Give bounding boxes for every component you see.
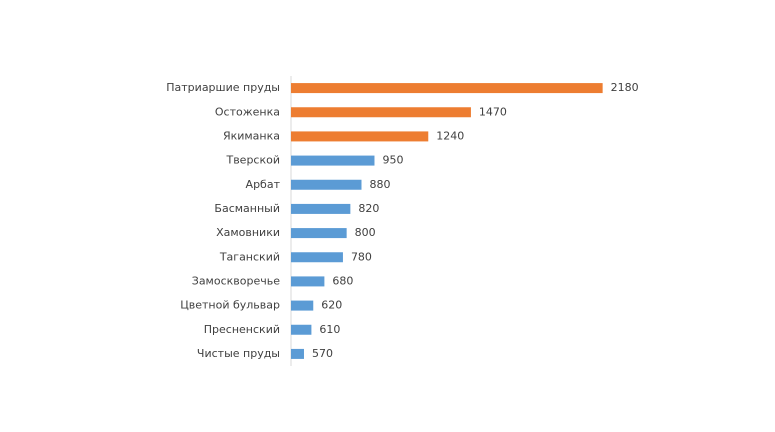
category-label: Таганский <box>219 250 280 263</box>
category-label: Остоженка <box>215 105 280 118</box>
category-label: Чистые пруды <box>197 347 280 360</box>
value-label: 880 <box>369 178 390 191</box>
bar <box>291 276 325 287</box>
category-label: Замоскворечье <box>192 274 280 287</box>
bar <box>291 324 312 335</box>
value-label: 610 <box>319 323 340 336</box>
bar <box>291 107 471 118</box>
value-label: 680 <box>332 274 353 287</box>
category-label: Хамовники <box>216 226 280 239</box>
bar <box>291 252 343 263</box>
value-label: 1470 <box>479 105 507 118</box>
category-label: Тверской <box>225 154 280 167</box>
value-label: 1240 <box>436 129 464 142</box>
category-label: Цветной бульвар <box>180 299 280 312</box>
value-label: 620 <box>321 299 342 312</box>
value-label: 800 <box>355 226 376 239</box>
bar <box>291 228 347 239</box>
bar <box>291 83 603 94</box>
value-label: 820 <box>358 202 379 215</box>
bar <box>291 300 314 311</box>
bar <box>291 179 362 190</box>
bar <box>291 348 304 359</box>
value-label: 2180 <box>611 81 639 94</box>
category-label: Басманный <box>214 202 280 215</box>
bar <box>291 155 375 166</box>
category-label: Пресненский <box>204 323 280 336</box>
bar <box>291 131 429 142</box>
category-label: Арбат <box>246 178 281 191</box>
value-label: 570 <box>312 347 333 360</box>
category-label: Патриаршие пруды <box>166 81 280 94</box>
bar <box>291 203 351 214</box>
value-label: 950 <box>382 154 403 167</box>
category-label: Якиманка <box>223 129 280 142</box>
value-label: 780 <box>351 250 372 263</box>
